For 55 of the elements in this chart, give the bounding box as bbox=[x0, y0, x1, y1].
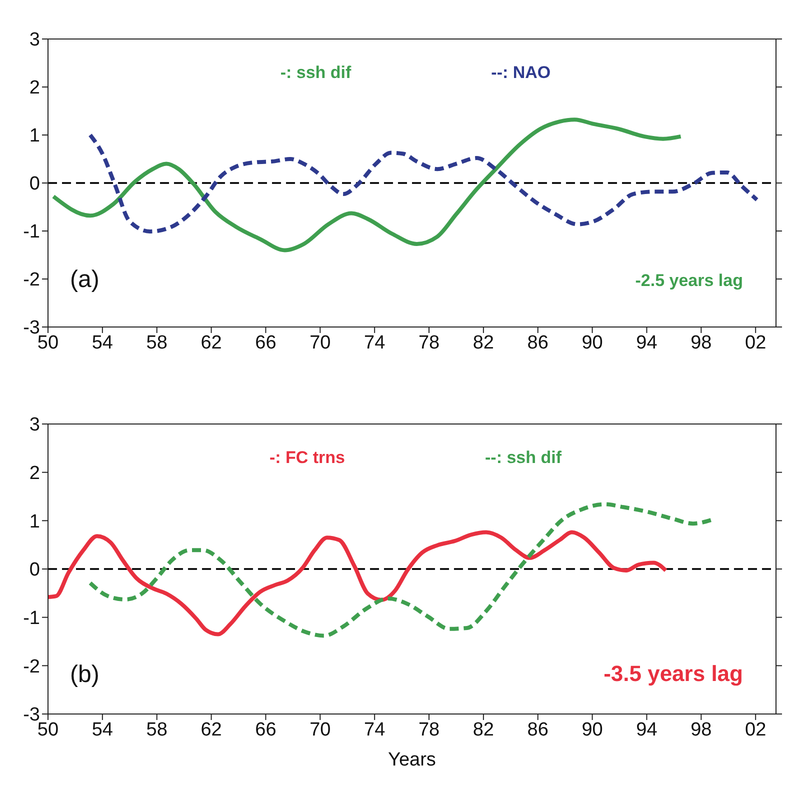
x-tick-label: 50 bbox=[37, 719, 59, 740]
x-tick-label: 74 bbox=[364, 719, 386, 740]
x-tick-label: 62 bbox=[200, 719, 222, 740]
x-tick-label: 90 bbox=[582, 332, 603, 354]
y-tick-label: -2 bbox=[23, 270, 40, 291]
text: -: ssh dif bbox=[280, 63, 352, 83]
x-tick-label: 94 bbox=[636, 332, 658, 354]
x-tick-label: 82 bbox=[472, 719, 494, 740]
x-tick-label: 86 bbox=[527, 332, 548, 354]
y-tick-label: 2 bbox=[29, 463, 40, 484]
y-tick-label: 3 bbox=[29, 30, 40, 51]
x-tick-label: 82 bbox=[472, 332, 494, 354]
y-tick-label: 1 bbox=[29, 511, 40, 532]
y-tick-label: 0 bbox=[29, 560, 40, 581]
x-tick-label: 90 bbox=[582, 719, 603, 740]
line-series bbox=[51, 118, 683, 252]
x-tick-label: 98 bbox=[690, 332, 712, 354]
y-tick-label: -3 bbox=[23, 704, 40, 726]
x-tick-label: 74 bbox=[364, 332, 386, 354]
x-tick-label: 66 bbox=[255, 332, 276, 354]
y-tick-label: 2 bbox=[29, 78, 40, 99]
x-tick-label: 78 bbox=[418, 719, 440, 740]
x-tick-label: 70 bbox=[310, 719, 331, 740]
y-tick-label: -1 bbox=[23, 608, 40, 630]
text: --: ssh dif bbox=[485, 448, 562, 468]
x-tick-label: 66 bbox=[255, 719, 276, 740]
x-tick-label: 02 bbox=[745, 332, 766, 354]
x-tick-label: 62 bbox=[200, 332, 222, 354]
y-tick-label: 3 bbox=[29, 414, 40, 436]
y-tick-label: -1 bbox=[23, 222, 40, 243]
text: -: FC trns bbox=[269, 448, 346, 468]
x-tick-label: 94 bbox=[636, 719, 658, 740]
line-series bbox=[88, 502, 714, 638]
x-tick-label: 70 bbox=[310, 332, 331, 354]
annotation: -2.5 years lag bbox=[635, 271, 743, 291]
annotation: (a) bbox=[70, 266, 100, 294]
y-tick-label: -2 bbox=[23, 656, 40, 678]
x-axis-title: Years bbox=[388, 749, 436, 770]
x-tick-label: 98 bbox=[690, 719, 712, 740]
x-tick-label: 58 bbox=[146, 719, 168, 740]
x-tick-label: 86 bbox=[527, 719, 548, 740]
y-tick-label: 0 bbox=[29, 174, 40, 195]
y-tick-label: 1 bbox=[29, 126, 40, 147]
x-tick-label: 50 bbox=[37, 332, 59, 354]
y-tick-label: -3 bbox=[23, 318, 40, 339]
x-tick-label: 58 bbox=[146, 332, 168, 354]
x-tick-label: 02 bbox=[745, 719, 766, 740]
x-tick-label: 54 bbox=[92, 332, 114, 354]
x-tick-label: 78 bbox=[418, 332, 440, 354]
line-series bbox=[88, 133, 759, 234]
annotation: (b) bbox=[70, 661, 100, 689]
line-series bbox=[48, 530, 668, 636]
annotation: -3.5 years lag bbox=[604, 661, 743, 687]
x-tick-label: 54 bbox=[92, 719, 114, 740]
text: --: NAO bbox=[491, 63, 551, 83]
